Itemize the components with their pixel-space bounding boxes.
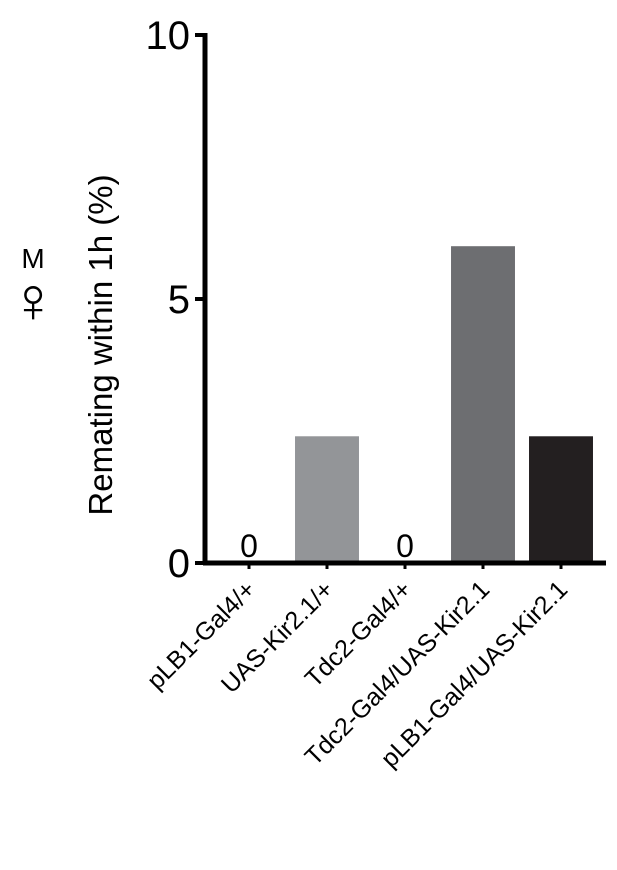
bar — [295, 436, 359, 563]
data-label: 0 — [396, 528, 414, 564]
y-axis-label: Remating within 1h (%) — [82, 174, 119, 515]
bar — [451, 246, 515, 563]
annotation: ♀ — [9, 264, 57, 336]
y-tick-label: 0 — [168, 542, 190, 586]
y-tick-label: 10 — [146, 14, 191, 58]
data-label: 0 — [240, 528, 258, 564]
y-tick-label: 5 — [168, 278, 190, 322]
bar — [529, 436, 593, 563]
annotation: M — [21, 243, 44, 274]
